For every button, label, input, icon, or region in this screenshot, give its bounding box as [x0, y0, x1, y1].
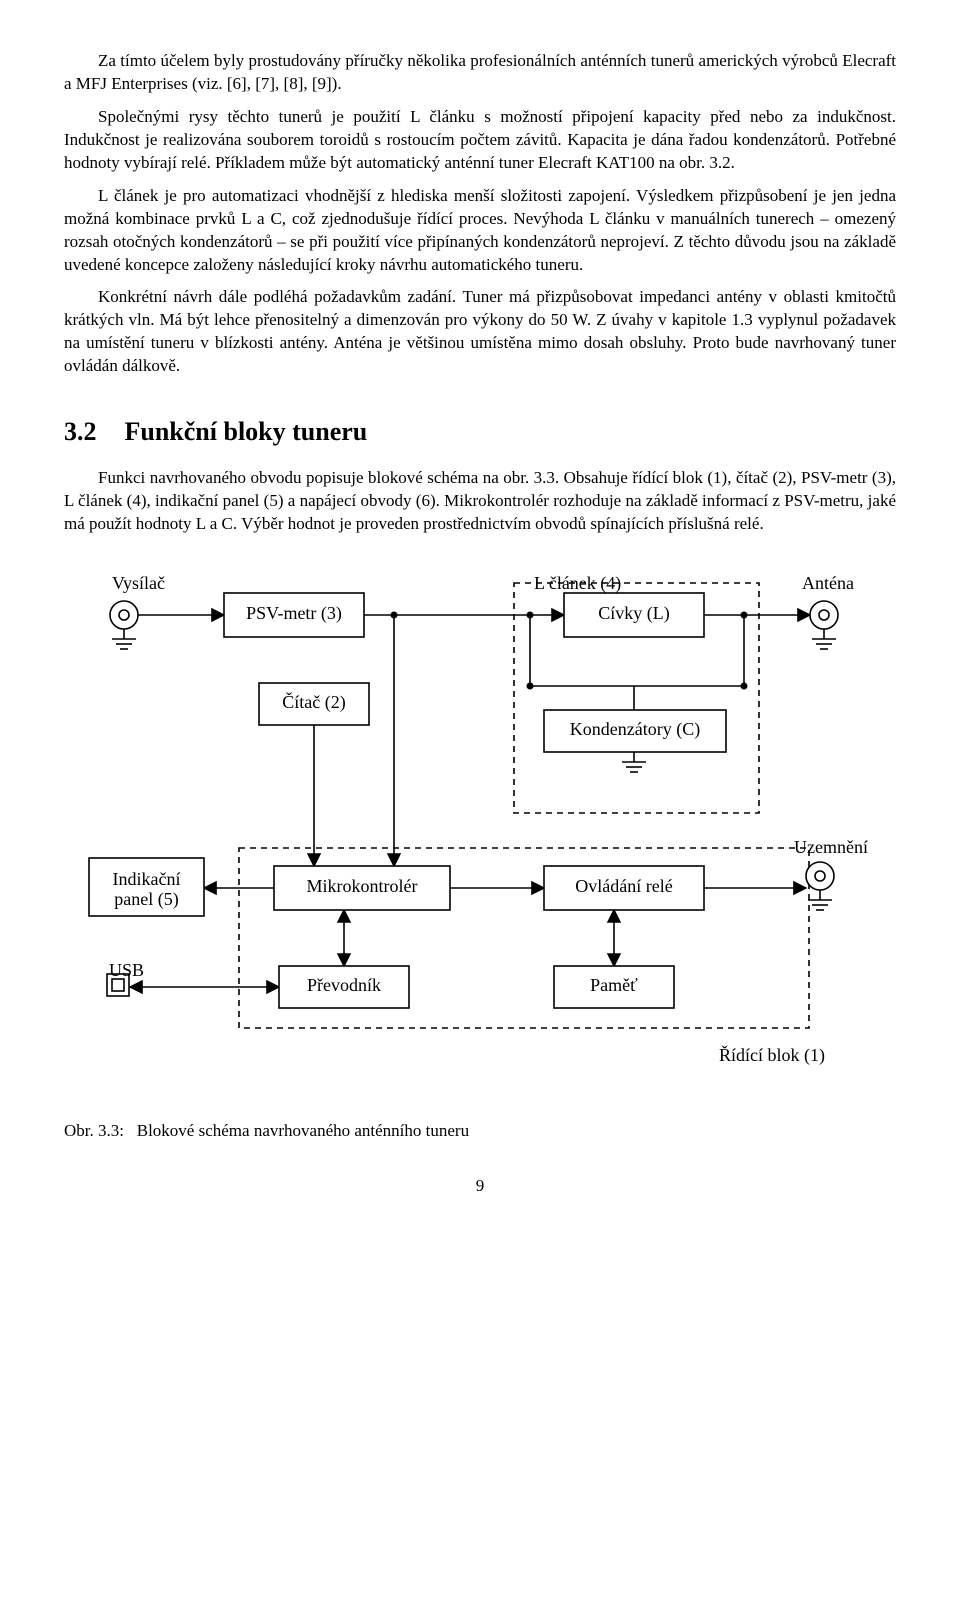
paragraph-5: Funkci navrhovaného obvodu popisuje blok… [64, 467, 896, 536]
svg-text:Řídící blok (1): Řídící blok (1) [719, 1044, 825, 1066]
svg-text:panel (5): panel (5) [114, 889, 178, 910]
svg-text:Indikační: Indikační [113, 869, 181, 889]
svg-text:L článek (4): L článek (4) [534, 573, 621, 594]
page-number: 9 [64, 1175, 896, 1198]
svg-text:Paměť: Paměť [590, 975, 638, 995]
caption-number: Obr. 3.3: [64, 1121, 124, 1140]
section-title: Funkční bloky tuneru [125, 417, 368, 446]
figure-caption: Obr. 3.3: Blokové schéma navrhovaného an… [64, 1120, 896, 1143]
section-number: 3.2 [64, 414, 97, 449]
paragraph-1: Za tímto účelem byly prostudovány příruč… [64, 50, 896, 96]
svg-text:PSV-metr (3): PSV-metr (3) [246, 603, 342, 624]
paragraph-2: Společnými rysy těchto tunerů je použití… [64, 106, 896, 175]
svg-text:USB: USB [109, 960, 144, 980]
svg-text:Vysílač: Vysílač [112, 573, 165, 593]
paragraph-4: Konkrétní návrh dále podléhá požadavkům … [64, 286, 896, 378]
block-diagram: PSV-metr (3) Cívky (L) Čítač (2) Kondenzáto… [64, 558, 896, 1078]
svg-text:Uzemnění: Uzemnění [794, 837, 868, 857]
caption-text: Blokové schéma navrhovaného anténního tu… [137, 1121, 469, 1140]
svg-text:Ovládání relé: Ovládání relé [575, 876, 672, 896]
svg-text:Anténa: Anténa [802, 573, 854, 593]
svg-text:Čítač (2): Čítač (2) [282, 691, 345, 713]
svg-text:Cívky (L): Cívky (L) [598, 603, 670, 624]
svg-text:Kondenzátory (C): Kondenzátory (C) [570, 719, 700, 740]
svg-text:Mikrokontrolér: Mikrokontrolér [307, 876, 418, 896]
paragraph-3: L článek je pro automatizaci vhodnější z… [64, 185, 896, 277]
section-heading: 3.2 Funkční bloky tuneru [64, 414, 896, 449]
svg-text:Převodník: Převodník [307, 975, 381, 995]
